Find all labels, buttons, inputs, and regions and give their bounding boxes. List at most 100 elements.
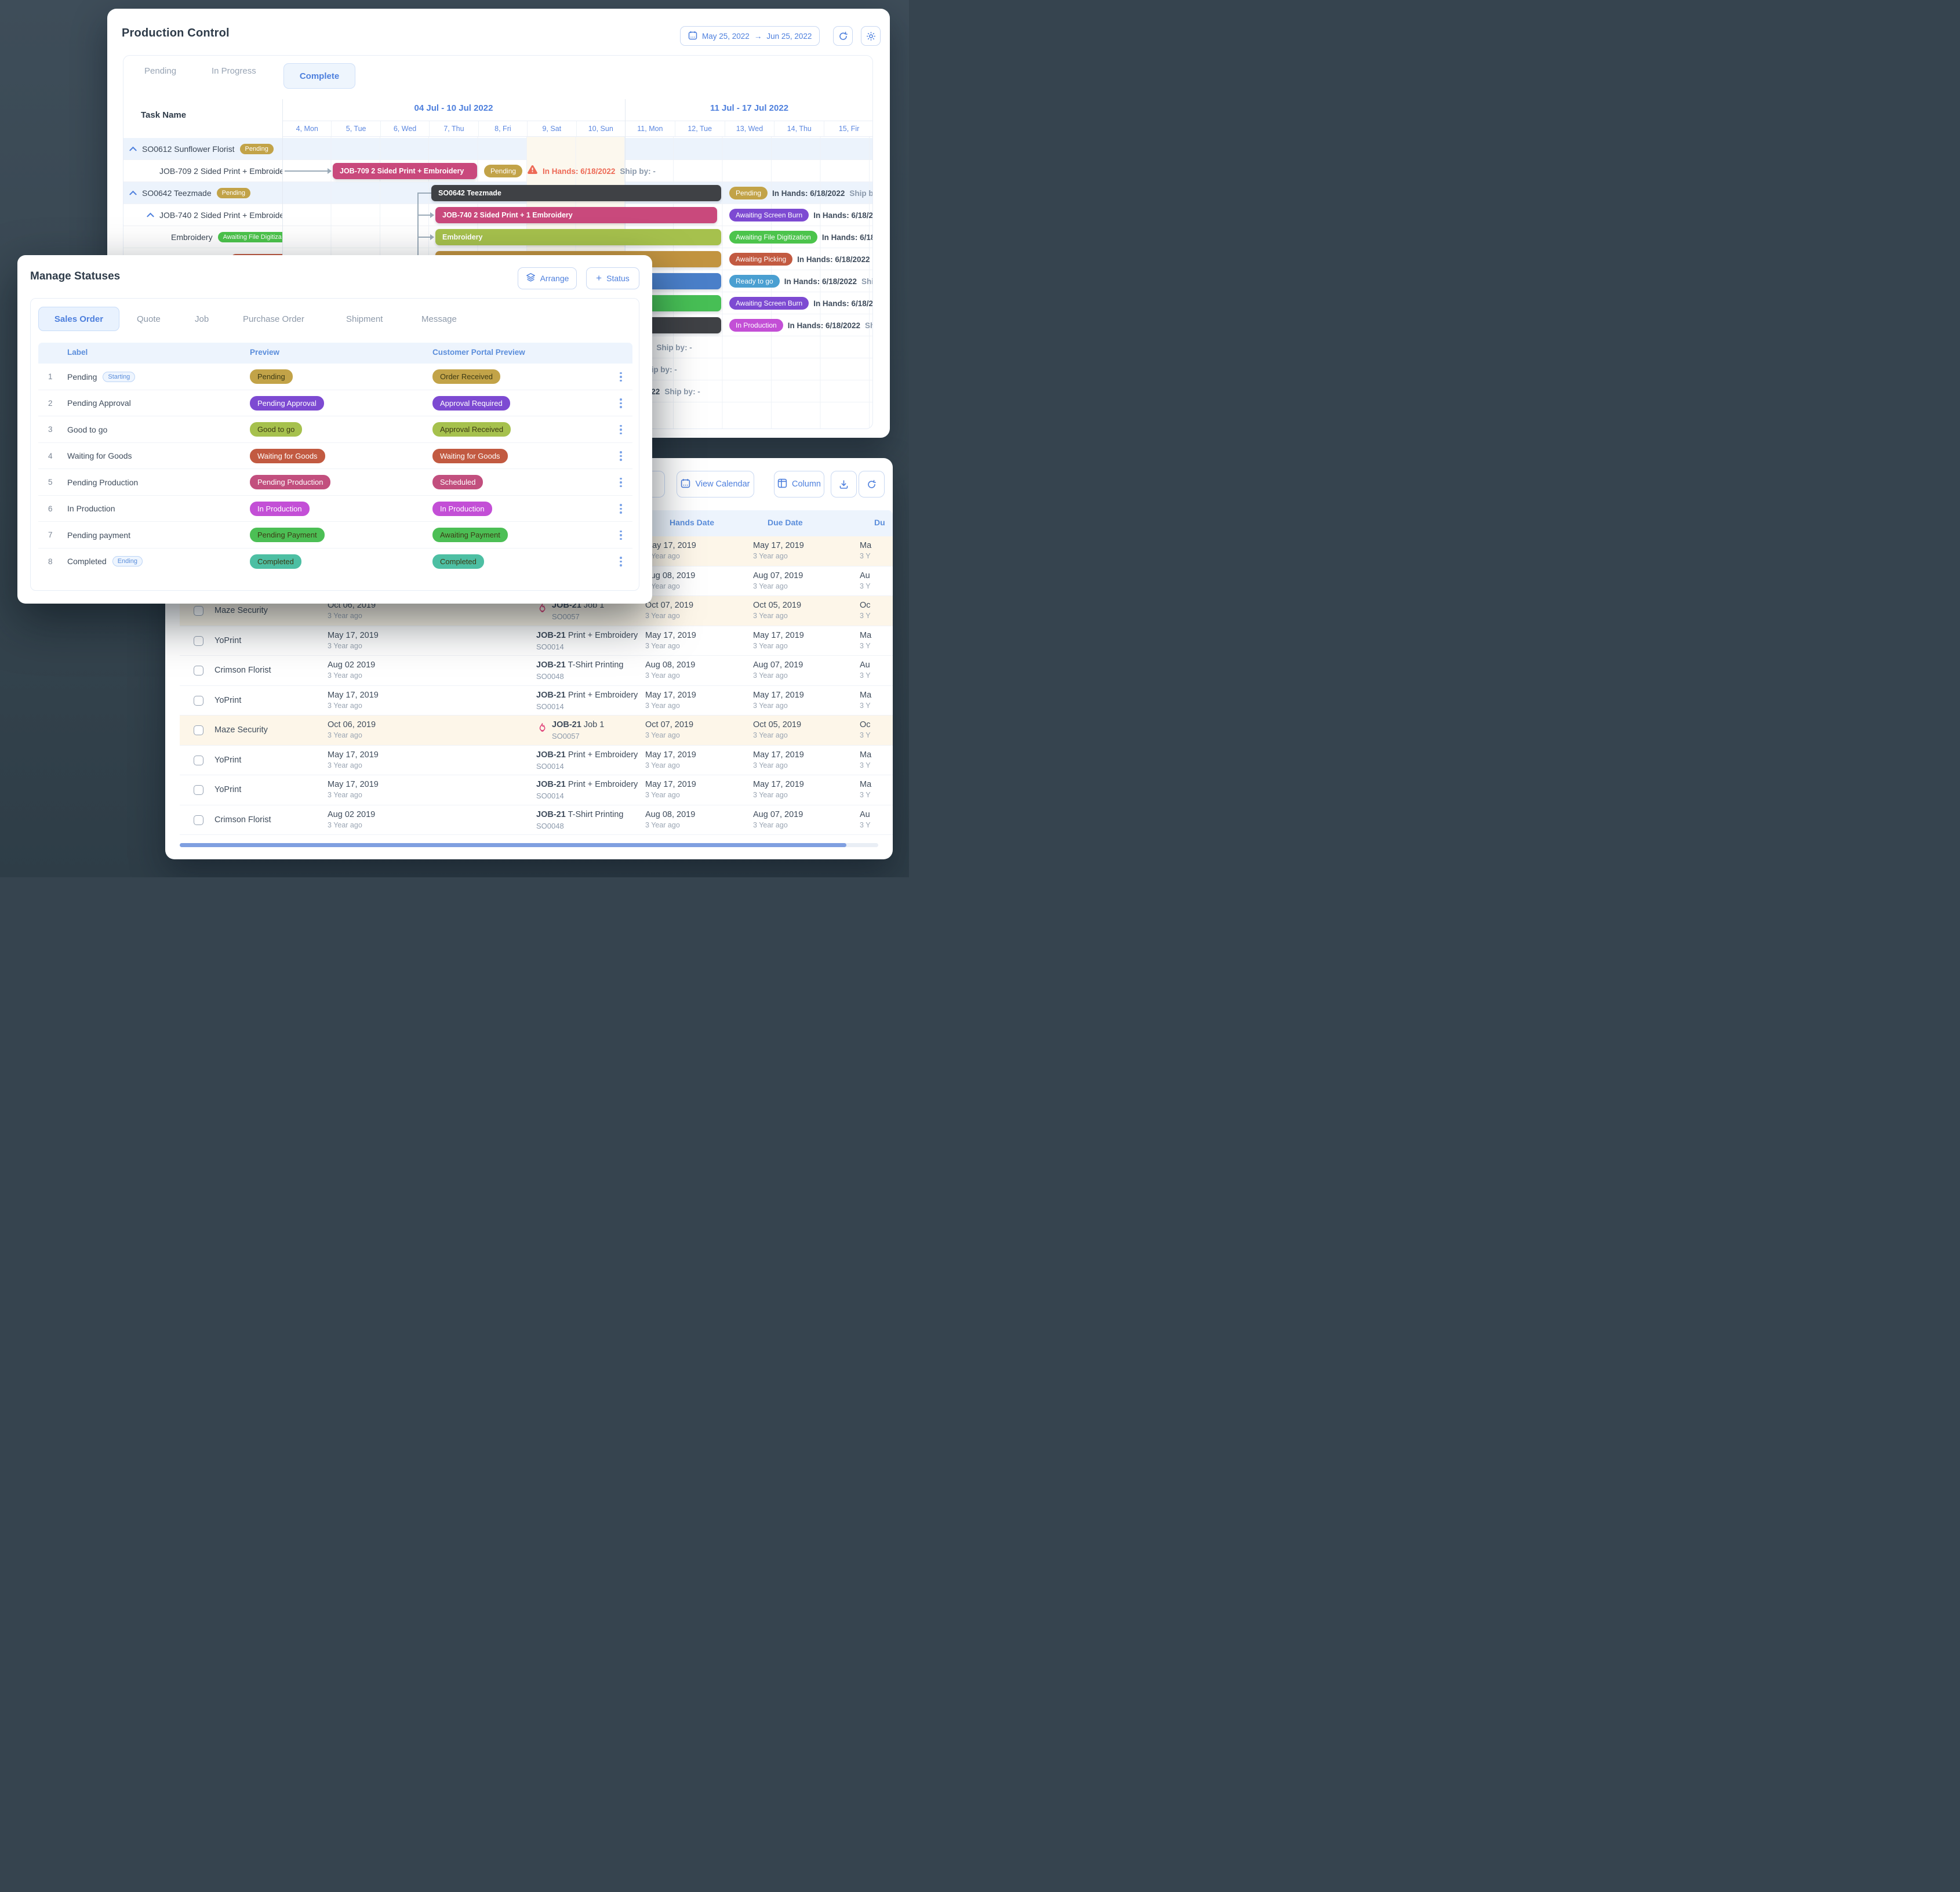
row-checkbox[interactable] — [194, 785, 203, 795]
gantt-bar-job740[interactable]: JOB-740 2 Sided Print + 1 Embroidery — [435, 207, 717, 223]
row-checkbox[interactable] — [194, 635, 203, 646]
tab-complete[interactable]: Complete — [283, 63, 355, 89]
tab-quote[interactable]: Quote — [137, 314, 161, 324]
kebab-menu-icon[interactable] — [613, 369, 628, 384]
kebab-menu-icon[interactable] — [613, 475, 628, 490]
day-header: 4, Mon — [282, 121, 331, 136]
status-row: 3 Good to go Good to go Approval Receive… — [38, 416, 632, 443]
table-row[interactable]: Crimson Florist Aug 02 2019 3 Year ago J… — [180, 805, 893, 835]
status-preview-pill: Waiting for Goods — [250, 448, 325, 463]
status-badge: Awaiting File Digitiza — [217, 232, 282, 242]
kebab-menu-icon[interactable] — [613, 554, 628, 569]
gantt-task-job709[interactable]: JOB-709 2 Sided Print + Embroide — [159, 166, 282, 176]
column-header-due-cut[interactable]: Du — [874, 518, 885, 527]
table-row[interactable]: YoPrint May 17, 2019 3 Year ago JOB-21 P… — [180, 685, 893, 716]
sales-order-number: SO0048 — [536, 821, 564, 830]
order-date: May 17, 2019 — [328, 690, 379, 700]
tab-pending[interactable]: Pending — [144, 66, 177, 76]
row-checkbox[interactable] — [194, 725, 203, 735]
in-hands-date: May 17, 2019 — [645, 690, 696, 700]
row-checkbox[interactable] — [194, 815, 203, 825]
status-portal-pill: Waiting for Goods — [432, 448, 508, 463]
gantt-bar-so0642[interactable]: SO0642 Teezmade — [431, 185, 721, 201]
table-row[interactable]: Maze Security Oct 06, 2019 3 Year ago JO… — [180, 716, 893, 746]
table-row[interactable]: Crimson Florist Aug 02 2019 3 Year ago J… — [180, 656, 893, 686]
week1-day-headers: 4, Mon 5, Tue 6, Wed 7, Thu 8, Fri 9, Sat 10, … — [282, 121, 625, 137]
dependency-connector — [417, 193, 419, 260]
table-row[interactable]: YoPrint May 17, 2019 3 Year ago JOB-21 P… — [180, 775, 893, 805]
job-description: T-Shirt Printing — [568, 660, 624, 670]
date-range-picker[interactable]: May 25, 2022 → Jun 25, 2022 — [680, 26, 820, 46]
table-row[interactable]: YoPrint May 17, 2019 3 Year ago JOB-21 P… — [180, 626, 893, 656]
kebab-menu-icon[interactable] — [613, 502, 628, 517]
add-status-button[interactable]: + Status — [586, 267, 639, 289]
layers-icon — [526, 273, 536, 284]
view-calendar-button[interactable]: View Calendar — [677, 471, 754, 497]
status-portal-pill: Approval Required — [432, 395, 510, 411]
row-checkbox[interactable] — [194, 606, 203, 616]
horizontal-scrollbar-thumb[interactable] — [180, 843, 846, 847]
order-date-relative: 3 Year ago — [328, 641, 362, 650]
arrange-button[interactable]: Arrange — [518, 267, 577, 289]
status-portal-pill: Order Received — [432, 369, 501, 384]
chevron-up-icon[interactable] — [129, 188, 137, 198]
refresh-button[interactable] — [859, 471, 885, 497]
tab-job[interactable]: Job — [195, 314, 209, 324]
day-header: 14, Thu — [774, 121, 824, 136]
sales-order-number: SO0014 — [536, 791, 564, 800]
tab-message[interactable]: Message — [421, 314, 457, 324]
week2-day-headers: 11, Mon 12, Tue 13, Wed 14, Thu 15, Fir — [625, 121, 872, 137]
due-date: Oct 05, 2019 — [753, 601, 802, 610]
in-hands-date: May 17, 2019 — [645, 750, 696, 760]
gantt-task-so0612[interactable]: SO0612 Sunflower Florist Pending — [129, 138, 282, 160]
row-checkbox[interactable] — [194, 695, 203, 706]
gantt-row-info: Awaiting Screen Burn In Hands: 6/18/2022… — [729, 292, 872, 314]
status-pill: Pending — [729, 187, 768, 199]
task-name-column-header: Task Name — [141, 110, 187, 120]
job-description: Print + Embroidery — [568, 780, 638, 789]
chevron-up-icon[interactable] — [147, 210, 154, 220]
row-checkbox[interactable] — [194, 666, 203, 676]
tab-shipment[interactable]: Shipment — [346, 314, 383, 324]
tab-in-progress[interactable]: In Progress — [212, 66, 256, 76]
column-settings-button[interactable]: Column — [774, 471, 824, 497]
gantt-task-so0642[interactable]: SO0642 Teezmade Pending — [129, 182, 282, 204]
customer-name: YoPrint — [214, 635, 242, 645]
kebab-menu-icon[interactable] — [613, 528, 628, 543]
tab-sales-order[interactable]: Sales Order — [38, 307, 119, 331]
horizontal-scrollbar-track[interactable] — [180, 843, 878, 847]
order-date: Aug 02 2019 — [328, 809, 376, 819]
column-header-in-hands-date[interactable]: Hands Date — [670, 518, 715, 527]
day-header: 11, Mon — [625, 121, 675, 136]
column-header-due-date[interactable]: Due Date — [768, 518, 803, 527]
customer-name: Crimson Florist — [214, 666, 271, 675]
kebab-menu-icon[interactable] — [613, 396, 628, 411]
kebab-menu-icon[interactable] — [613, 422, 628, 437]
gantt-bar-embroidery[interactable]: Embroidery — [435, 229, 721, 245]
status-label: Waiting for Goods — [67, 451, 132, 461]
status-order-number: 8 — [48, 557, 53, 566]
order-date-relative: 3 Year ago — [328, 791, 362, 799]
table-row[interactable]: YoPrint May 17, 2019 3 Year ago JOB-21 P… — [180, 745, 893, 775]
kebab-menu-icon[interactable] — [613, 449, 628, 464]
date-range-end: Jun 25, 2022 — [766, 31, 812, 41]
settings-gear-button[interactable] — [861, 26, 881, 46]
status-order-number: 4 — [48, 451, 53, 460]
status-order-number: 1 — [48, 372, 53, 381]
gantt-bar-job709[interactable]: JOB-709 2 Sided Print + Embroidery — [333, 163, 477, 179]
status-badge: Pending — [239, 144, 274, 154]
tab-purchase-order[interactable]: Purchase Order — [243, 314, 304, 324]
refresh-button[interactable] — [833, 26, 853, 46]
chevron-up-icon[interactable] — [129, 144, 137, 154]
gantt-task-embroidery[interactable]: Embroidery Awaiting File Digitiza — [171, 226, 282, 248]
column-header-customer-portal-preview: Customer Portal Preview — [432, 348, 525, 357]
due-date-truncated: Ma — [860, 780, 872, 789]
download-button[interactable] — [831, 471, 857, 497]
gantt-task-job740[interactable]: JOB-740 2 Sided Print + Embroide — [147, 204, 282, 226]
status-preview-pill: In Production — [250, 501, 310, 516]
order-date: Aug 02 2019 — [328, 660, 376, 670]
status-label: Pending Production — [67, 477, 139, 487]
job-cell: JOB-21 Print + Embroidery SO0014 — [536, 631, 638, 651]
row-checkbox[interactable] — [194, 755, 203, 765]
warning-icon — [527, 165, 538, 177]
